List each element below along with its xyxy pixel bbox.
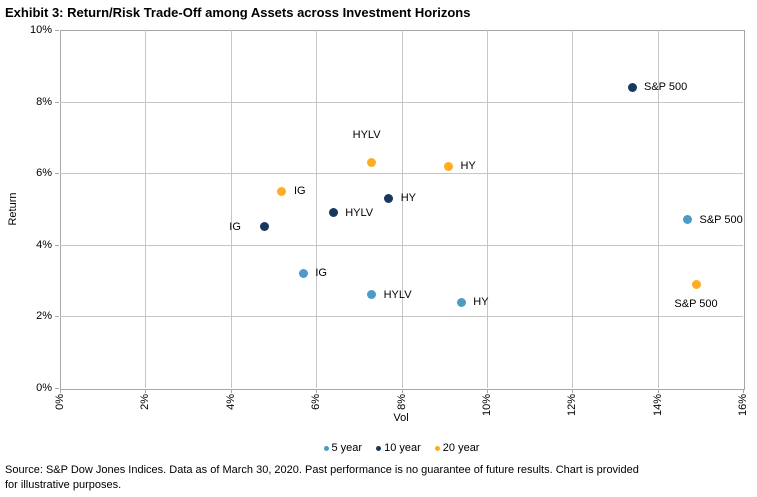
data-point-label: HY [473, 296, 489, 309]
legend-item-20-year: 20 year [434, 442, 480, 454]
x-tick-label: 14% [652, 394, 664, 417]
data-point-10-year [384, 193, 394, 203]
x-tick-mark [231, 389, 232, 393]
data-point-label: S&P 500 [699, 213, 743, 226]
y-tick-label: 0% [36, 382, 52, 394]
source-note: Source: S&P Dow Jones Indices. Data as o… [5, 463, 755, 493]
x-tick-label: 8% [396, 394, 408, 410]
y-gridline [60, 316, 743, 317]
x-tick-label: 10% [481, 394, 493, 417]
data-point-label: S&P 500 [644, 81, 688, 94]
y-tick-mark [55, 30, 59, 31]
y-tick-mark [55, 245, 59, 246]
x-axis-title: Vol [393, 412, 409, 424]
x-gridline [316, 30, 317, 388]
legend: 5 year 10 year 20 year [60, 441, 743, 455]
source-note-line-2: for illustrative purposes. [5, 479, 122, 491]
y-gridline [60, 102, 743, 103]
y-tick-mark [55, 316, 59, 317]
y-tick-mark [55, 388, 59, 389]
data-point-label: HY [400, 192, 416, 205]
x-tick-label: 12% [566, 394, 578, 417]
data-point-20-year [443, 161, 453, 171]
data-point-5-year [456, 297, 466, 307]
x-tick-label: 16% [737, 394, 749, 417]
data-point-label: S&P 500 [674, 298, 718, 311]
x-tick-mark [658, 389, 659, 393]
x-tick-mark [572, 389, 573, 393]
legend-item-5-year: 5 year [323, 442, 363, 454]
chart-title: Exhibit 3: Return/Risk Trade-Off among A… [5, 5, 471, 20]
legend-swatch [434, 445, 440, 451]
data-point-label: HYLV [383, 288, 412, 301]
y-axis-title: Return [7, 192, 19, 226]
x-gridline [487, 30, 488, 388]
y-tick-mark [55, 102, 59, 103]
x-gridline [145, 30, 146, 388]
legend-swatch [323, 445, 329, 451]
data-point-10-year [260, 222, 270, 232]
data-point-label: IG [229, 220, 241, 233]
data-point-label: HYLV [352, 129, 381, 142]
y-gridline [60, 245, 743, 246]
x-tick-mark [743, 389, 744, 393]
y-tick-label: 2% [36, 310, 52, 322]
y-gridline [60, 173, 743, 174]
x-gridline [658, 30, 659, 388]
legend-swatch [376, 445, 382, 451]
x-tick-mark [60, 389, 61, 393]
data-point-5-year [367, 290, 377, 300]
x-tick-label: 6% [310, 394, 322, 410]
x-tick-mark [316, 389, 317, 393]
x-gridline [231, 30, 232, 388]
data-point-10-year [627, 82, 637, 92]
x-tick-label: 4% [225, 394, 237, 410]
data-point-5-year [683, 215, 692, 225]
x-tick-label: 2% [139, 394, 151, 410]
legend-label: 20 year [442, 442, 480, 454]
legend-label: 5 year [331, 442, 363, 454]
y-tick-label: 6% [36, 167, 52, 179]
legend-item-10-year: 10 year [376, 442, 421, 454]
data-point-20-year [691, 279, 701, 289]
x-tick-mark [487, 389, 488, 393]
source-note-line-1: Source: S&P Dow Jones Indices. Data as o… [5, 464, 639, 476]
x-tick-mark [402, 389, 403, 393]
x-gridline [572, 30, 573, 388]
legend-label: 10 year [384, 442, 421, 454]
x-tick-mark [145, 389, 146, 393]
y-tick-mark [55, 173, 59, 174]
data-point-label: IG [293, 185, 306, 198]
data-point-label: IG [315, 267, 327, 280]
y-tick-label: 8% [36, 96, 52, 108]
x-gridline [402, 30, 403, 388]
y-tick-label: 10% [29, 24, 52, 36]
data-point-label: HY [460, 160, 476, 173]
data-point-5-year [298, 268, 308, 278]
y-tick-label: 4% [36, 239, 52, 251]
data-point-20-year [367, 157, 377, 167]
data-point-20-year [277, 186, 287, 196]
data-point-10-year [328, 208, 338, 218]
x-tick-label: 0% [54, 394, 66, 410]
data-point-label: HYLV [345, 206, 374, 219]
